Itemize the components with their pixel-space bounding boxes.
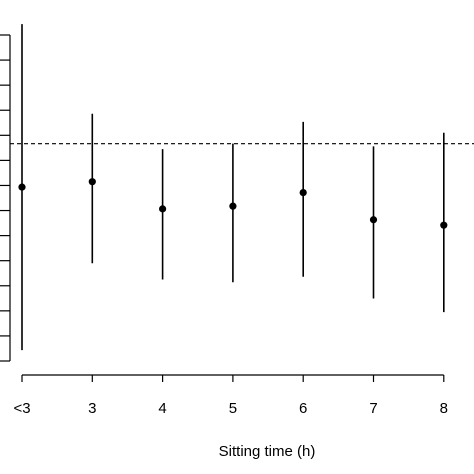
x-tick-label: <3 — [13, 400, 30, 417]
x-tick-label: 6 — [299, 400, 307, 417]
data-point — [18, 183, 26, 191]
data-point — [369, 216, 378, 224]
x-tick-label: 5 — [229, 400, 237, 417]
x-axis: <3 3 4 5 6 7 8 — [13, 374, 448, 417]
x-tick-label: 3 — [88, 400, 96, 417]
x-tick-label: 4 — [158, 400, 166, 417]
data-point — [159, 205, 167, 213]
x-tick-label: 7 — [369, 400, 377, 417]
data-point — [299, 188, 307, 197]
data-point — [229, 202, 237, 210]
x-tick-label: 8 — [440, 400, 448, 417]
y-axis — [0, 34, 11, 362]
data-point — [440, 221, 448, 229]
x-axis-title: Sitting time (h) — [219, 443, 316, 460]
data-point — [88, 178, 96, 186]
data-marks — [18, 24, 448, 351]
